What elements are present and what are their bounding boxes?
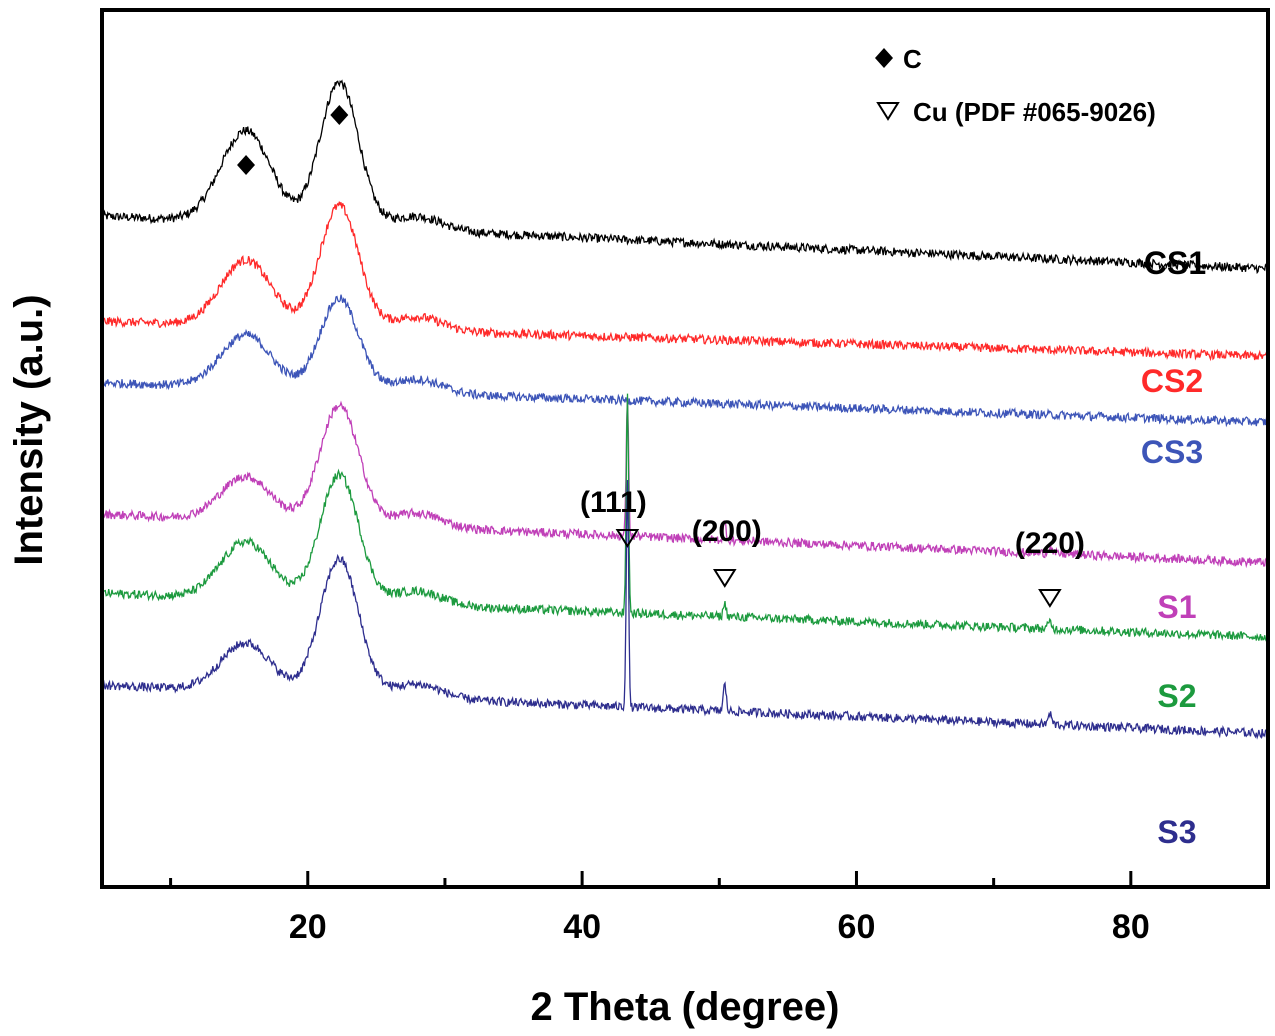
cu-peak-hkl-label: (200)	[692, 515, 762, 548]
plot-frame	[100, 8, 1270, 889]
series-label-cs1: CS1	[1144, 245, 1206, 281]
series-line-cs3	[101, 294, 1269, 428]
series-line-s2	[101, 393, 1269, 642]
legend-label-c: C	[903, 44, 922, 74]
series-label-s2: S2	[1157, 678, 1196, 714]
cu-peak-triangle-icon	[615, 529, 640, 548]
series-label-cs2: CS2	[1141, 363, 1203, 399]
cu-peak-hkl-label: (111)	[580, 486, 647, 519]
legend: C Cu (PDF #065-9026)	[875, 44, 1156, 127]
series-layer	[101, 79, 1269, 740]
cu-peak-triangle-icon	[1038, 589, 1062, 608]
x-tick-label: 20	[289, 908, 327, 946]
legend-diamond-icon	[875, 48, 893, 68]
cu-peak-triangle-icon	[712, 569, 737, 588]
legend-label-cu: Cu (PDF #065-9026)	[913, 97, 1156, 127]
series-label-cs3: CS3	[1141, 434, 1203, 470]
x-tick-label: 60	[838, 908, 876, 946]
series-line-s1	[101, 398, 1269, 569]
series-label-s1: S1	[1157, 589, 1196, 625]
series-line-cs1	[101, 79, 1268, 275]
y-axis-title: Intensity (a.u.)	[7, 294, 51, 565]
annotation-layer: CS1 CS2 CS3 S1 S2 S3 (111) (200) (220)	[237, 105, 1206, 850]
carbon-peak-diamond-icon	[330, 105, 349, 125]
legend-triangle-icon	[876, 102, 900, 121]
cu-peak-hkl-label: (220)	[1015, 527, 1085, 560]
x-tick-label: 80	[1112, 908, 1150, 946]
carbon-peak-diamond-icon	[237, 155, 256, 175]
series-line-cs2	[101, 201, 1269, 362]
series-label-s3: S3	[1157, 814, 1196, 850]
x-axis-title: 2 Theta (degree)	[531, 985, 840, 1029]
series-line-s3	[101, 479, 1269, 740]
x-axis-ticks: 20 40 60 80	[169, 871, 1270, 946]
x-tick-label: 40	[563, 908, 601, 946]
